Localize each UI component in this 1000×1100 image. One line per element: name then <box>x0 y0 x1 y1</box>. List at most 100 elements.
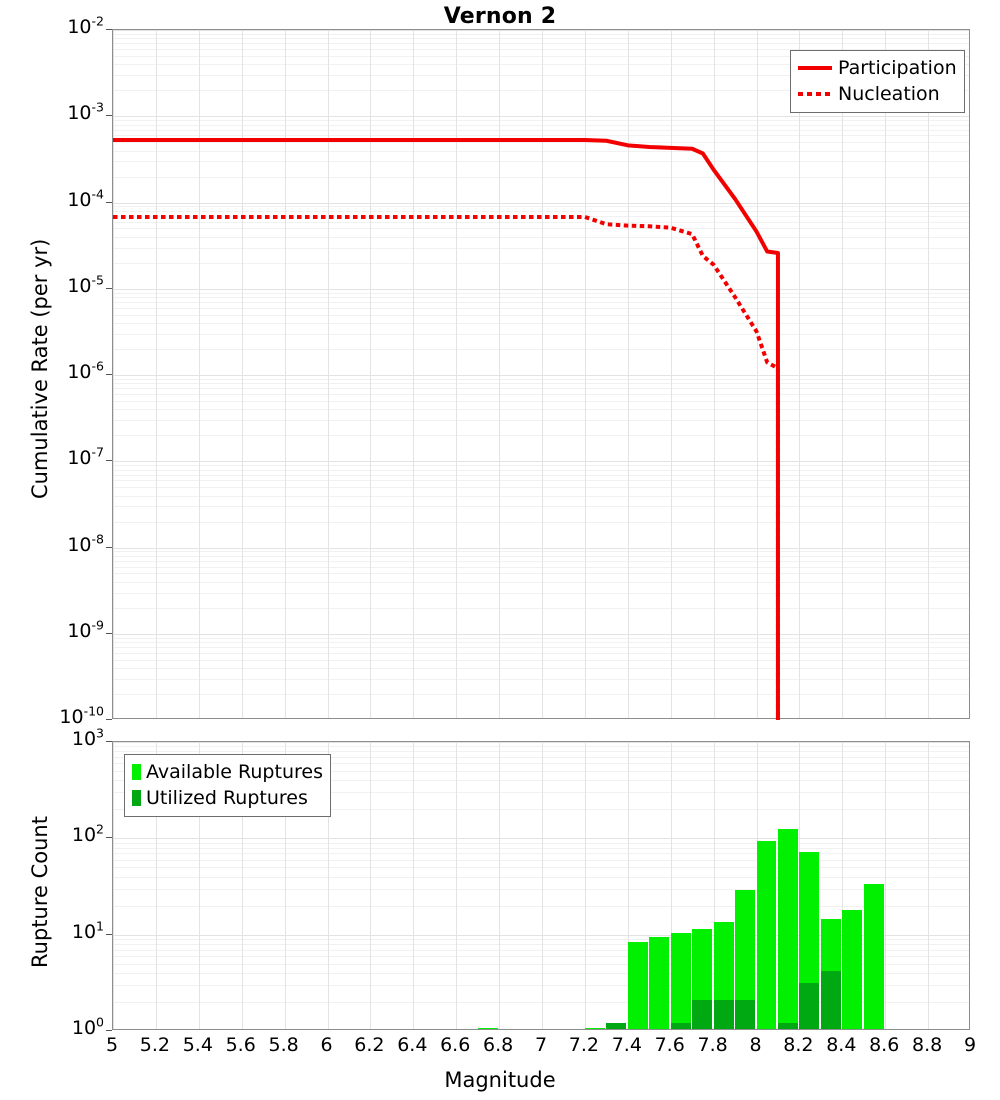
gridline-minor <box>113 120 969 122</box>
legend-entry: Participation <box>798 55 957 81</box>
bar-available <box>584 1028 605 1029</box>
gridline-minor <box>113 409 969 411</box>
gridline-minor <box>113 985 969 987</box>
gridline-vertical <box>413 30 415 718</box>
gridline-vertical <box>413 742 415 1029</box>
dotted-line-icon <box>798 92 832 96</box>
gridline-vertical <box>284 742 286 1029</box>
histogram-bars <box>113 742 969 1029</box>
gridline-minor <box>113 43 969 45</box>
x-tick-label: 5.4 <box>182 1034 213 1056</box>
bar-utilized <box>713 1000 734 1029</box>
gridline-vertical <box>713 30 715 718</box>
legend-label: Participation <box>838 57 957 79</box>
x-tick-label: 8.4 <box>826 1034 857 1056</box>
gridline-minor <box>113 33 969 35</box>
gridline-minor <box>113 842 969 844</box>
y-tick-mark <box>106 741 112 742</box>
y-tick-label: 10-5 <box>67 272 104 297</box>
gridline-minor <box>113 480 969 482</box>
gridline-vertical <box>627 742 629 1029</box>
color-swatch-icon <box>132 790 141 806</box>
x-axis-label: Magnitude <box>444 1068 556 1092</box>
gridline-vertical <box>928 30 930 718</box>
gridline-minor <box>113 809 969 811</box>
gridline-minor <box>113 551 969 553</box>
gridline-minor <box>113 939 969 941</box>
gridline-vertical <box>584 742 586 1029</box>
gridline-minor <box>113 228 969 230</box>
gridline-minor <box>113 637 969 639</box>
gridline-vertical <box>155 742 157 1029</box>
gridline-major <box>113 30 969 31</box>
gridline-major <box>113 934 969 936</box>
gridline-minor <box>113 333 969 335</box>
gridline-minor <box>113 495 969 497</box>
gridline-minor <box>113 1002 969 1003</box>
x-tick-label: 5.6 <box>225 1034 256 1056</box>
gridline-vertical <box>542 30 543 718</box>
gridline-vertical <box>842 30 844 718</box>
bar-available <box>863 884 884 1029</box>
gridline-vertical <box>584 30 586 718</box>
gridline-minor <box>113 566 969 568</box>
gridline-vertical <box>713 742 715 1029</box>
gridline-minor <box>113 400 969 402</box>
gridline-minor <box>113 560 969 562</box>
bar-utilized <box>777 1023 798 1029</box>
gridline-minor <box>113 297 969 299</box>
gridline-minor <box>113 652 969 654</box>
bottom-legend: Available Ruptures Utilized Ruptures <box>124 754 331 817</box>
gridline-vertical <box>885 30 887 718</box>
gridline-minor <box>113 469 969 471</box>
gridline-minor <box>113 668 969 670</box>
gridline-minor <box>113 763 969 765</box>
gridline-minor <box>113 853 969 855</box>
gridline-vertical <box>198 742 200 1029</box>
gridline-vertical <box>542 742 543 1029</box>
gridline-vertical <box>670 30 672 718</box>
bar-available <box>670 932 691 1029</box>
gridline-minor <box>113 642 969 644</box>
y-tick-label: 10-8 <box>67 531 104 556</box>
gridline-vertical <box>327 30 329 718</box>
gridline-minor <box>113 506 969 508</box>
legend-label: Nucleation <box>838 83 940 105</box>
bar-available <box>477 1028 498 1029</box>
gridline-major <box>113 202 969 204</box>
y-tick-label: 100 <box>71 1014 104 1039</box>
gridline-vertical <box>113 742 114 1029</box>
gridline-minor <box>113 905 969 907</box>
gridline-major <box>113 461 969 463</box>
gridline-minor <box>113 307 969 309</box>
bar-available <box>627 942 648 1029</box>
y-tick-mark <box>106 719 112 720</box>
gridline-vertical <box>842 742 844 1029</box>
gridline-vertical <box>370 30 372 718</box>
x-tick-label: 5.2 <box>139 1034 170 1056</box>
gridline-minor <box>113 221 969 223</box>
y-tick-label: 102 <box>71 822 104 847</box>
gridline-minor <box>113 302 969 304</box>
gridline-minor <box>113 949 969 951</box>
gridline-vertical <box>885 742 887 1029</box>
gridline-minor <box>113 383 969 385</box>
y-tick-mark <box>106 1030 112 1031</box>
gridline-minor <box>113 521 969 523</box>
y-tick-mark <box>106 546 112 548</box>
gridline-minor <box>113 944 969 945</box>
gridline-major <box>113 547 969 549</box>
gridline-minor <box>113 55 969 57</box>
gridline-minor <box>113 465 969 467</box>
x-tick-label: 8.2 <box>783 1034 814 1056</box>
gridline-vertical <box>799 30 801 718</box>
legend-label: Utilized Ruptures <box>146 787 308 809</box>
x-tick-label: 6.4 <box>397 1034 428 1056</box>
gridline-minor <box>113 142 969 144</box>
y-tick-mark <box>106 201 112 203</box>
bar-available <box>842 910 863 1029</box>
gridline-minor <box>113 236 969 238</box>
y-tick-mark <box>106 374 112 375</box>
gridline-minor <box>113 90 969 92</box>
gridline-minor <box>113 75 969 77</box>
